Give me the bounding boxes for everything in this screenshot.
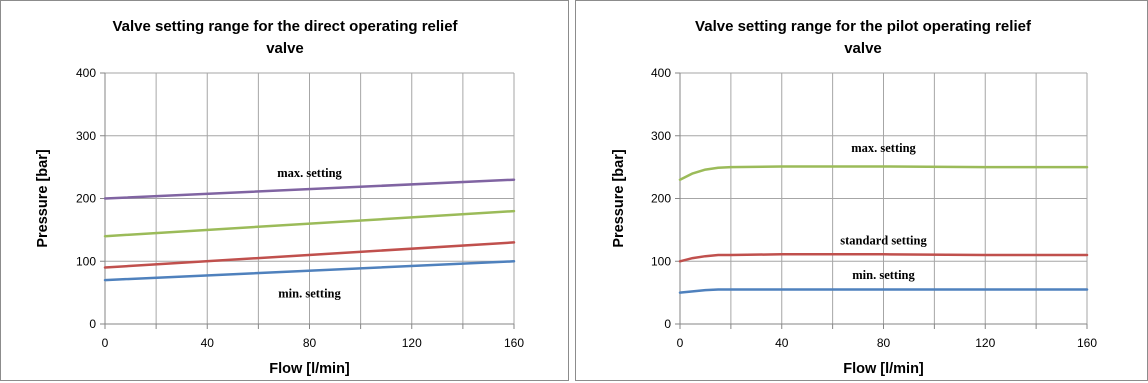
series-line: [678, 288, 1089, 294]
annotation-label: standard setting: [840, 233, 927, 247]
series-line: [103, 241, 516, 269]
y-axis-title: Pressure [bar]: [35, 149, 51, 247]
y-tick-label: 100: [651, 254, 671, 268]
x-tick-label: 160: [1077, 336, 1097, 350]
x-tick-label: 120: [402, 336, 422, 350]
y-tick-label: 200: [76, 192, 96, 206]
annotation-label: max. setting: [851, 141, 916, 155]
x-axis-title: Flow [l/min]: [843, 361, 924, 377]
chart-title-line-2: valve: [844, 40, 882, 57]
series-line: [678, 165, 1089, 181]
chart-title-line-1: Valve setting range for the direct opera…: [112, 18, 458, 35]
y-tick-label: 0: [89, 317, 96, 331]
chart-pilot-relief-valve: 0 100 200 300 400 0 40 80 120 160 max. setting stan…: [611, 18, 1097, 377]
y-tick-label: 300: [651, 129, 671, 143]
series-line: [678, 253, 1089, 263]
x-tick-label: 40: [775, 336, 789, 350]
x-tick-label: 120: [975, 336, 995, 350]
y-tick-label: 100: [76, 254, 96, 268]
chart-panel-direct: 0 100 200 300 400 0 40 80 120 160 max. setting min.…: [0, 0, 569, 381]
x-tick-label: 0: [102, 336, 109, 350]
y-tick-label: 200: [651, 192, 671, 206]
annotation-label: min. setting: [278, 287, 341, 301]
y-axis-title: Pressure [bar]: [611, 149, 627, 247]
y-tick-label: 0: [664, 317, 671, 331]
x-axis-title: Flow [l/min]: [269, 361, 350, 377]
annotation-label: min. setting: [852, 268, 915, 282]
x-tick-label: 80: [303, 336, 317, 350]
chart-title-line-2: valve: [266, 40, 304, 57]
annotation-label: max. setting: [277, 166, 342, 180]
x-tick-label: 0: [677, 336, 684, 350]
series-line: [103, 260, 516, 282]
x-tick-label: 160: [504, 336, 524, 350]
chart-direct-relief-valve: 0 100 200 300 400 0 40 80 120 160 max. setting min.…: [35, 18, 524, 377]
y-tick-label: 400: [651, 66, 671, 80]
x-tick-label: 80: [877, 336, 891, 350]
x-tick-label: 40: [201, 336, 215, 350]
series-line: [103, 209, 516, 238]
y-tick-label: 300: [76, 129, 96, 143]
y-tick-label: 400: [76, 66, 96, 80]
chart-panel-pilot: 0 100 200 300 400 0 40 80 120 160 max. setting stan…: [575, 0, 1148, 381]
series-line: [103, 178, 516, 200]
chart-title-line-1: Valve setting range for the pilot operat…: [695, 18, 1032, 35]
